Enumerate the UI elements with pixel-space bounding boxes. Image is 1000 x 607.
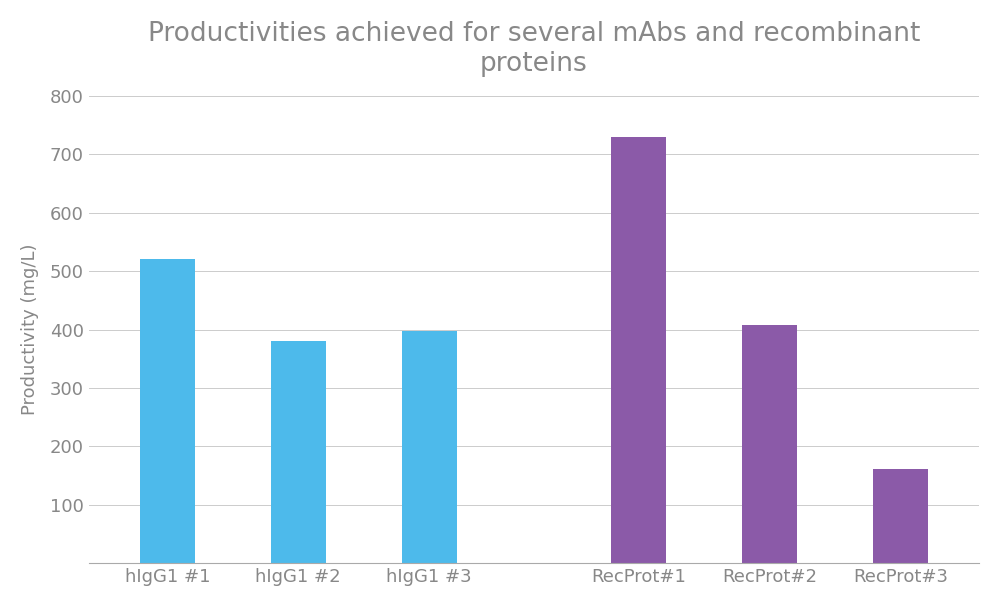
Bar: [271, 341, 326, 563]
Y-axis label: Productivity (mg/L): Productivity (mg/L): [21, 244, 39, 415]
Bar: [611, 137, 666, 563]
Bar: [140, 259, 195, 563]
Title: Productivities achieved for several mAbs and recombinant
proteins: Productivities achieved for several mAbs…: [148, 21, 920, 77]
Bar: [402, 331, 457, 563]
Bar: [742, 325, 797, 563]
Bar: [873, 469, 928, 563]
